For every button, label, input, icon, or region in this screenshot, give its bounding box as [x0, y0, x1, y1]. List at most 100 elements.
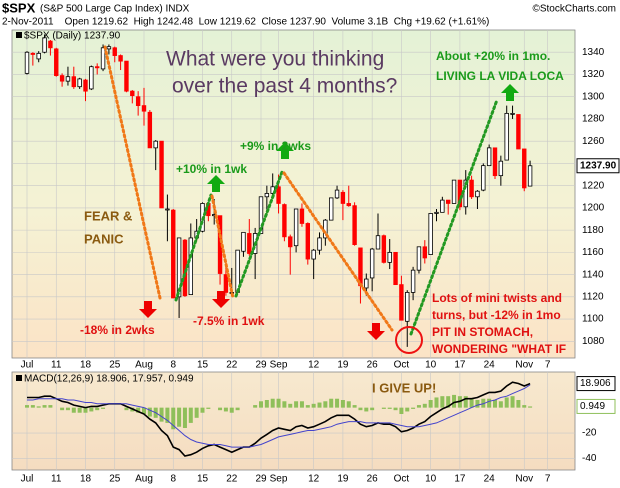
y-tick-label: 1180 [582, 225, 604, 236]
histogram-bar [171, 407, 176, 430]
candle-body [130, 90, 135, 96]
x-tick-label: Sep [270, 474, 288, 485]
x-tick-label: 12 [308, 360, 320, 371]
x-tick-label: 18 [80, 360, 92, 371]
candle-body [77, 78, 82, 88]
histogram-bar [487, 398, 492, 408]
histogram-bar [411, 407, 416, 409]
annotation: -18% in 2wks [80, 323, 155, 337]
candle-body [440, 199, 445, 213]
histogram-bar [264, 400, 269, 408]
x-tick-label: 24 [484, 360, 496, 371]
main-panel [11, 29, 576, 359]
histogram-bar [136, 407, 141, 413]
trend-line [103, 45, 162, 300]
histogram-bar [270, 398, 275, 408]
x-tick-label: 12 [308, 474, 320, 485]
histogram-bar [510, 396, 515, 408]
annotation: turns, but -12% in 1mo [432, 308, 561, 322]
x-tick-label: 15 [197, 360, 209, 371]
candle-body [340, 191, 346, 204]
candle-body [317, 237, 322, 251]
histogram-bar [95, 407, 100, 411]
histogram-bar [335, 398, 340, 408]
candle-body [24, 51, 30, 74]
trend-line [282, 171, 394, 332]
candle-body [369, 248, 375, 279]
candle-body [387, 251, 392, 263]
candle-body [522, 148, 527, 189]
histogram-bar [159, 407, 164, 422]
candle-body [153, 140, 158, 149]
y-tick-label: -40 [582, 453, 597, 464]
price-box [576, 158, 620, 174]
histogram-bar [235, 407, 240, 411]
x-tick-label: Oct [394, 474, 410, 485]
up-arrow [276, 142, 294, 159]
candle-body [328, 197, 334, 221]
annotation: I GIVE UP! [372, 380, 436, 395]
arrows [139, 84, 519, 354]
x-tick-label: 17 [454, 360, 466, 371]
candle-body [135, 96, 141, 107]
candle-body [399, 284, 404, 321]
candle-body [434, 211, 439, 214]
y-tick-label: 1300 [582, 91, 605, 102]
candle-body [481, 165, 486, 191]
histogram-bar [25, 405, 29, 408]
down-arrow [367, 323, 385, 340]
value-label: 18.906 [580, 378, 611, 389]
histogram-bar [188, 407, 193, 423]
candle-body [241, 231, 246, 252]
trend-line [409, 98, 499, 336]
histogram-bar [36, 406, 41, 408]
candle-body [305, 223, 310, 260]
histogram-bar [229, 407, 234, 413]
candle-body [451, 179, 457, 204]
annotation: About +20% in 1mo. [436, 49, 550, 63]
histogram-bar [346, 401, 351, 408]
histogram-bar [253, 405, 258, 408]
x-tick-label: 26 [367, 360, 379, 371]
histogram-bar [399, 407, 404, 414]
x-tick-label: 17 [454, 474, 466, 485]
candle-body [124, 60, 129, 92]
trend-line [234, 170, 284, 298]
candle-body [352, 205, 357, 245]
candle-body [346, 203, 351, 207]
candle-body [288, 236, 293, 248]
down-arrow [139, 301, 157, 318]
y-tick-label: 1100 [582, 314, 604, 325]
y-tick-label: 1200 [582, 203, 605, 214]
up-arrow [207, 175, 225, 192]
x-tick-label: 25 [109, 474, 121, 485]
candle-body [393, 251, 398, 286]
down-arrow [212, 291, 230, 308]
histogram-bar [223, 407, 228, 412]
candle-body [141, 105, 147, 112]
candle-body [106, 46, 112, 50]
candle-body [422, 246, 427, 259]
histogram-bar [528, 406, 533, 408]
candle-body [428, 213, 433, 255]
candle-body [100, 47, 106, 70]
histogram-bar [405, 407, 410, 412]
histogram-bar [463, 396, 468, 408]
value-box [576, 376, 616, 392]
histogram-bar [288, 403, 293, 408]
histogram-bar [71, 407, 76, 413]
candle-body [469, 179, 474, 198]
x-tick-label: Nov [515, 360, 533, 371]
candle-body [299, 208, 305, 224]
histogram-bar [387, 407, 392, 409]
candle-body [445, 199, 451, 204]
candle-body [264, 193, 270, 198]
x-tick-label: 10 [425, 474, 437, 485]
legend-swatch [16, 375, 22, 381]
candle-body [293, 208, 299, 247]
histogram-bar [77, 407, 82, 413]
y-tick-label: 1140 [582, 269, 604, 280]
x-tick-label: Jul [21, 474, 34, 485]
x-tick-label: Oct [394, 360, 410, 371]
x-tick-label: 18 [80, 474, 92, 485]
